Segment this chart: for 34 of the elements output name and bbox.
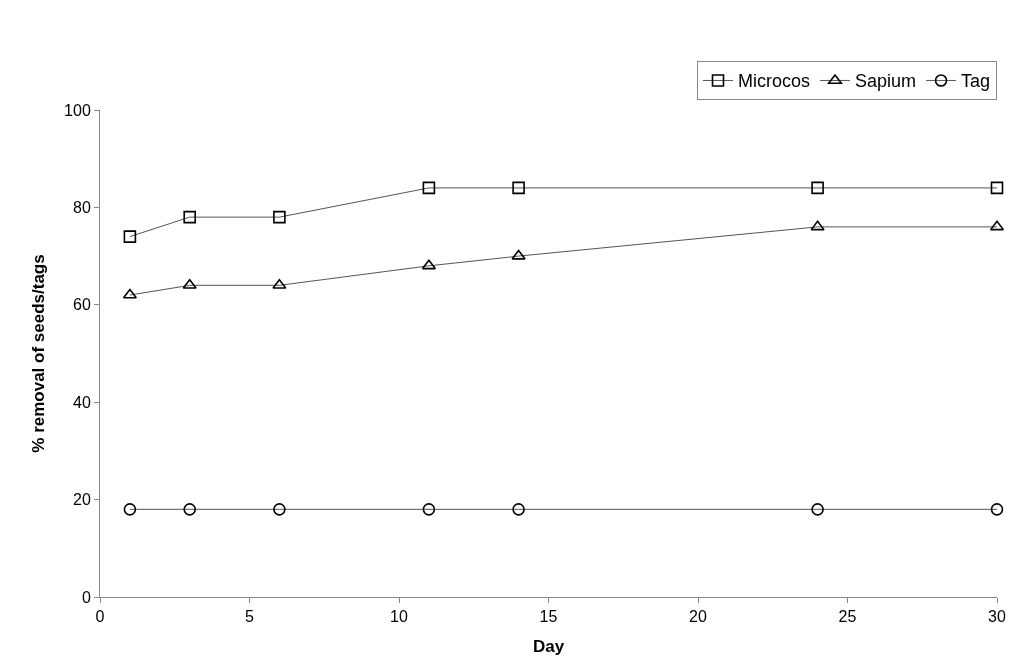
point	[811, 503, 824, 516]
y-tick-label: 40	[73, 393, 91, 411]
x-tick-label: 25	[838, 608, 857, 626]
point	[422, 181, 436, 195]
y-tick-label: 60	[73, 296, 91, 314]
point	[183, 503, 196, 516]
point	[990, 181, 1004, 195]
x-tick-label: 20	[689, 608, 707, 626]
x-axis-title: Day	[532, 636, 565, 656]
point	[811, 181, 824, 195]
x-tick-label: 0	[95, 608, 105, 626]
point	[183, 210, 196, 224]
point	[123, 503, 137, 516]
point	[810, 220, 825, 231]
y-tick-label: 80	[73, 199, 91, 216]
y-tick-label: 100	[64, 101, 91, 119]
legend-label: Sapium	[855, 71, 917, 92]
x-tick-label: 10	[390, 608, 408, 626]
x-tick-label: 30	[988, 608, 1006, 626]
y-axis-title: % removal of seeds/tags	[28, 254, 48, 453]
y-tick-label: 0	[81, 588, 91, 606]
point	[511, 249, 526, 260]
y-tick-label: 20	[73, 491, 91, 509]
point	[273, 210, 286, 224]
point	[512, 181, 525, 195]
legend-label: Microcos	[738, 71, 811, 92]
point	[512, 503, 525, 516]
point	[422, 503, 436, 516]
legend-label: Tag	[961, 71, 991, 92]
point	[990, 503, 1004, 516]
point	[123, 230, 137, 243]
x-tick-label: 15	[539, 608, 558, 626]
x-tick-label: 5	[245, 608, 255, 626]
point	[273, 503, 286, 516]
